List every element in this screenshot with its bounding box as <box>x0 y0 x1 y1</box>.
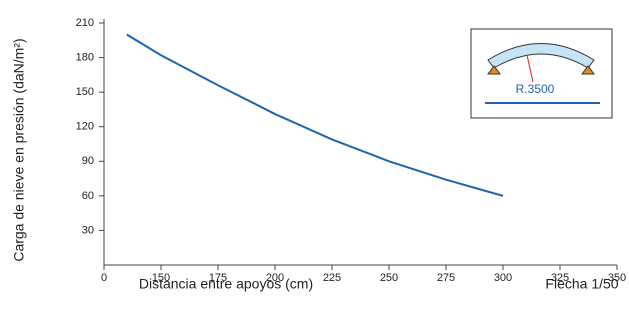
x-tick-label: 250 <box>380 272 398 284</box>
x-tick-label: 175 <box>209 272 227 284</box>
x-tick-label: 325 <box>551 272 569 284</box>
x-tick-label: 225 <box>323 272 341 284</box>
x-tick-label: 350 <box>608 272 626 284</box>
inset-label: R.3500 <box>516 82 555 96</box>
x-tick-label: 200 <box>266 272 284 284</box>
y-tick-label: 210 <box>76 17 94 29</box>
y-tick-label: 120 <box>76 121 94 133</box>
y-tick-label: 90 <box>82 155 94 167</box>
y-axis-label: Carga de nieve en presión (daN/m²) <box>11 38 27 261</box>
data-line <box>126 33 504 197</box>
y-tick-label: 180 <box>76 51 94 63</box>
x-tick-label: 300 <box>494 272 512 284</box>
radius-line <box>526 54 534 83</box>
note: Flecha 1/50 <box>545 276 618 292</box>
support <box>487 65 501 75</box>
x-tick-label: 150 <box>152 272 170 284</box>
support <box>581 65 595 75</box>
x-tick-label: 0 <box>101 272 107 284</box>
x-axis-label: Distancia entre apoyos (cm) <box>139 276 313 292</box>
y-tick-label: 150 <box>76 86 94 98</box>
inset: R.3500 <box>470 28 613 119</box>
y-tick-label: 30 <box>82 224 94 236</box>
x-tick-label: 275 <box>437 272 455 284</box>
y-tick-label: 60 <box>82 190 94 202</box>
